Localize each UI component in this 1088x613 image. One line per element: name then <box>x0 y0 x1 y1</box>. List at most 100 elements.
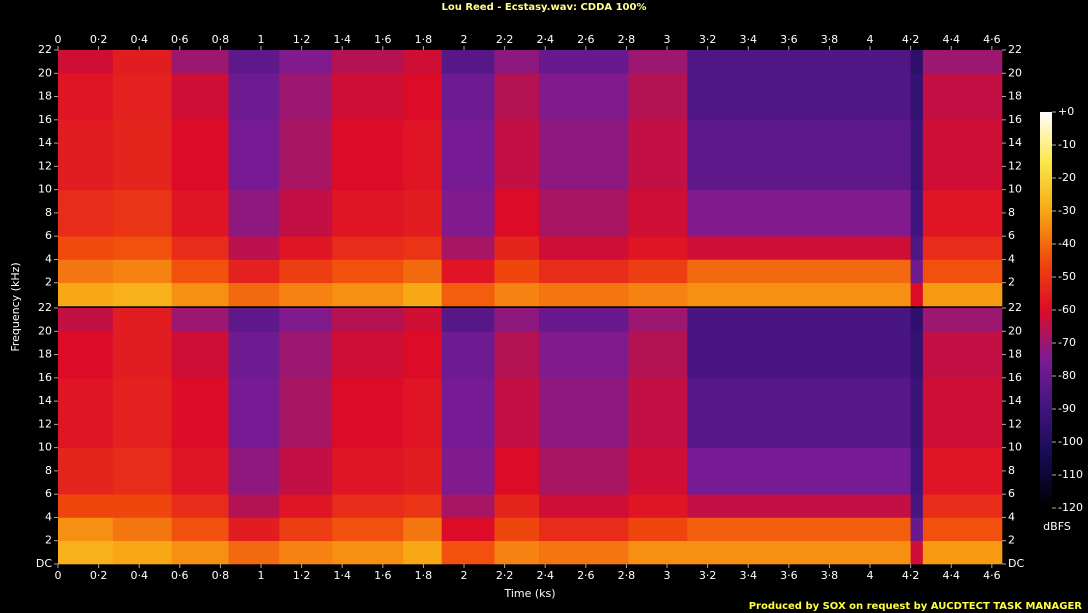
spectrogram-cell <box>403 73 442 121</box>
spectrogram-cell <box>494 119 540 190</box>
spectrogram-cell <box>403 189 442 237</box>
footer: Produced by SOX on request by AUCDTECT T… <box>749 601 1083 612</box>
spectrogram-cell <box>910 377 924 448</box>
spectrogram-cell <box>441 517 495 542</box>
spectrogram-cell <box>441 119 495 190</box>
spectrogram-cell <box>539 236 629 260</box>
spectrogram-cell <box>441 308 495 332</box>
spectrogram-cell <box>58 119 114 190</box>
x-tick-label: 1·6 <box>374 569 392 582</box>
x-tick-label: 3 <box>664 569 671 582</box>
spectrogram-cell <box>628 494 688 518</box>
y-tick-label: 2 <box>45 276 52 289</box>
spectrogram-cell <box>403 494 442 518</box>
spectrogram-cell <box>403 259 442 284</box>
spectrogram-cell <box>58 50 114 74</box>
y-tick-label: 6 <box>45 487 52 500</box>
x-tick-label: 2·4 <box>536 569 554 582</box>
x-tick-label: 4·4 <box>942 569 960 582</box>
spectrogram-cell <box>922 189 1003 237</box>
x-tick-label: 0·6 <box>171 33 189 46</box>
spectrogram-cell <box>922 50 1003 74</box>
spectrogram-cell <box>112 50 172 74</box>
spectrogram-cell <box>403 331 442 379</box>
x-tick-label: 1 <box>258 33 265 46</box>
x-axis-label: Time (ks) <box>503 587 555 600</box>
spectrogram-cell <box>332 517 404 542</box>
colorbar <box>1040 112 1052 508</box>
spectrogram-cell <box>332 540 404 565</box>
spectrogram-cell <box>171 236 229 260</box>
spectrogram-cell <box>922 119 1003 190</box>
spectrogram-cell <box>922 377 1003 448</box>
spectrogram-cell <box>441 259 495 284</box>
spectrogram-cell <box>403 282 442 307</box>
colorbar-tick-label: -60 <box>1058 303 1076 316</box>
spectrogram-cell <box>441 447 495 495</box>
spectrogram-cell <box>910 447 924 495</box>
spectrogram-cell <box>628 540 688 565</box>
x-tick-label: 4·6 <box>983 569 1001 582</box>
spectrogram-cell <box>332 236 404 260</box>
spectrogram-cell <box>279 517 333 542</box>
spectrogram-cell <box>332 259 404 284</box>
spectrogram-cell <box>441 540 495 565</box>
spectrogram-cell <box>539 189 629 237</box>
spectrogram-cell <box>58 282 114 307</box>
spectrogram-cell <box>58 259 114 284</box>
spectrogram-cell <box>403 447 442 495</box>
spectrogram-cell <box>228 119 280 190</box>
spectrogram-cell <box>403 377 442 448</box>
spectrogram-cell <box>910 73 924 121</box>
spectrogram-cell <box>112 494 172 518</box>
spectrogram-cell <box>112 119 172 190</box>
spectrogram-cell <box>628 308 688 332</box>
spectrogram-cell <box>922 517 1003 542</box>
spectrogram-cell <box>494 517 540 542</box>
spectrogram-cell <box>910 540 924 565</box>
spectrogram-cell <box>58 73 114 121</box>
spectrogram-cell <box>228 517 280 542</box>
x-tick-label: 2·8 <box>618 33 636 46</box>
x-tick-label: 1·6 <box>374 33 392 46</box>
spectrogram-cell <box>58 331 114 379</box>
y-tick-label: 10 <box>1008 183 1022 196</box>
spectrogram-cell <box>279 259 333 284</box>
y-tick-label: 2 <box>1008 276 1015 289</box>
spectrogram-cell <box>171 189 229 237</box>
spectrogram-cell <box>279 447 333 495</box>
y-tick-label: 22 <box>38 43 52 56</box>
y-tick-label: 12 <box>38 159 52 172</box>
y-tick-label: 18 <box>38 90 52 103</box>
x-tick-label: 2·6 <box>577 569 595 582</box>
spectrogram-cell <box>279 494 333 518</box>
spectrogram-cell <box>687 308 911 332</box>
spectrogram-cell <box>539 540 629 565</box>
spectrogram-cell <box>628 73 688 121</box>
spectrogram-cell <box>332 377 404 448</box>
spectrogram-cell <box>58 189 114 237</box>
spectrogram-cell <box>332 50 404 74</box>
y-tick-label: 8 <box>45 464 52 477</box>
x-tick-label: 4·6 <box>983 33 1001 46</box>
spectrogram-cell <box>112 282 172 307</box>
y-tick-label: 18 <box>38 348 52 361</box>
spectrogram-cell <box>628 331 688 379</box>
x-tick-label: 4·2 <box>902 569 920 582</box>
spectrogram-cell <box>494 331 540 379</box>
spectrogram-cell <box>171 517 229 542</box>
spectrogram-cell <box>910 119 924 190</box>
spectrogram-cell <box>494 50 540 74</box>
spectrogram-cell <box>279 377 333 448</box>
spectrogram-cell <box>171 377 229 448</box>
x-tick-label: 3·2 <box>699 33 717 46</box>
y-tick-label: 20 <box>38 66 52 79</box>
spectrogram-cell <box>922 540 1003 565</box>
y-tick-label: 6 <box>45 229 52 242</box>
x-tick-label: 1·8 <box>415 33 433 46</box>
y-tick-label: 16 <box>1008 113 1022 126</box>
spectrogram-cell <box>332 447 404 495</box>
spectrogram-cell <box>910 236 924 260</box>
spectrogram-cell <box>112 73 172 121</box>
spectrogram-cell <box>687 447 911 495</box>
